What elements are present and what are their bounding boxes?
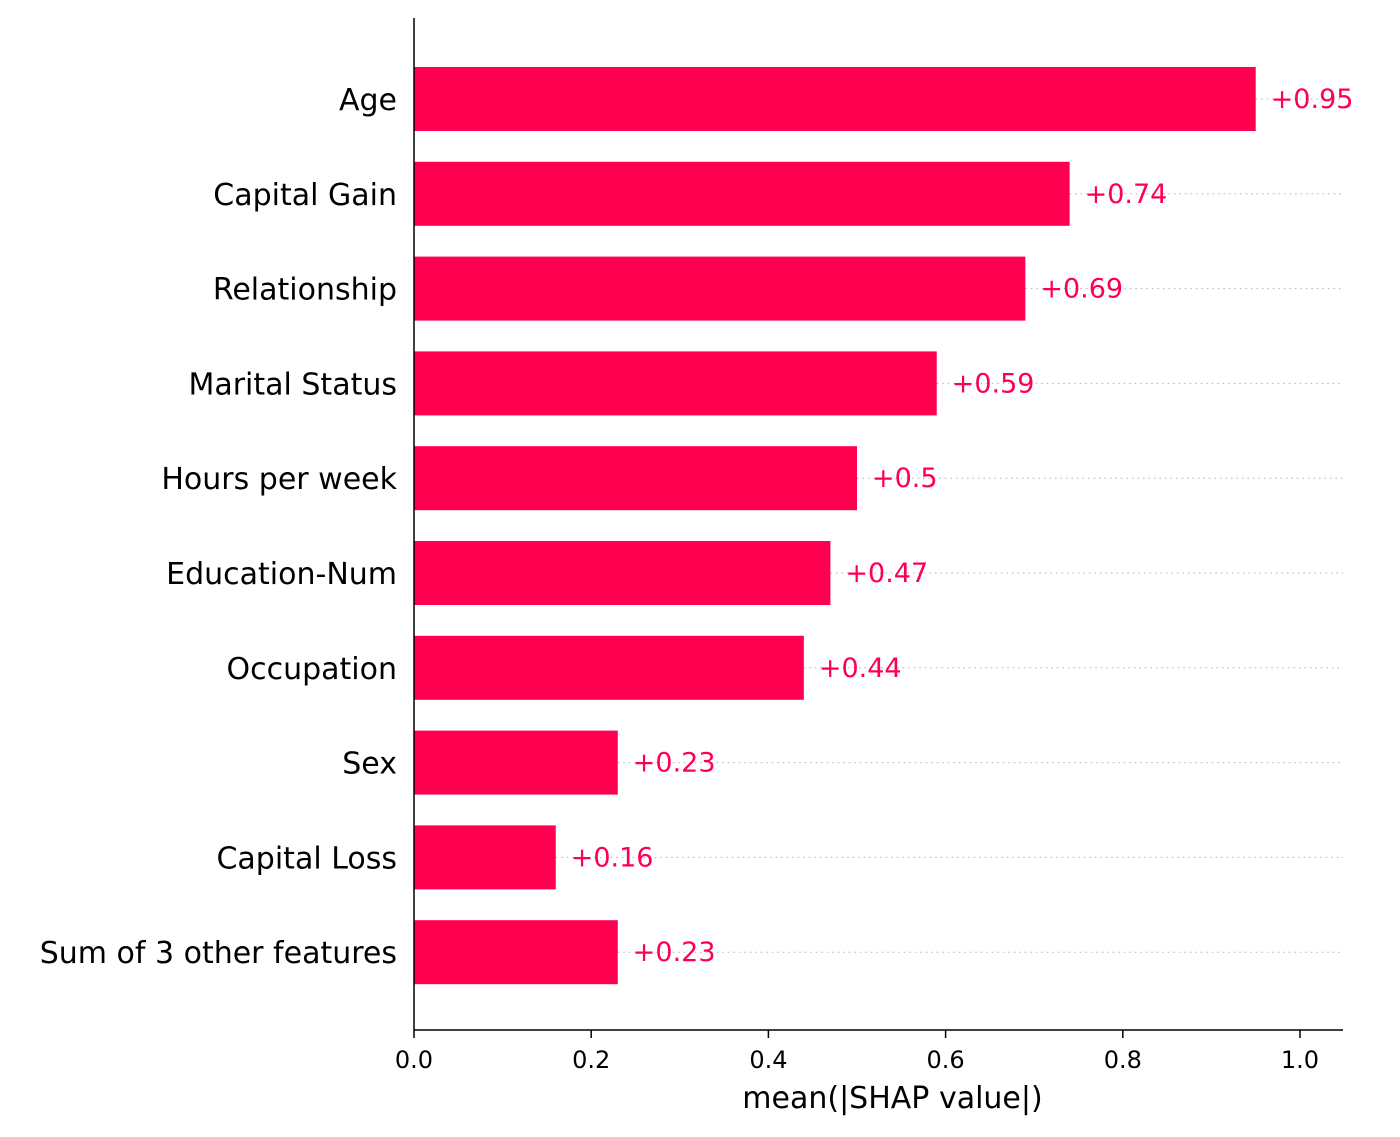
category-label: Age (339, 83, 397, 118)
row-guides (555, 98, 1343, 953)
x-axis-ticks: 0.0 0.2 0.4 0.6 0.8 1.0 (395, 1030, 1319, 1074)
value-labels: +0.95 +0.74 +0.69 +0.59 +0.5 +0.47 +0.44 +0.23 +… (571, 84, 1354, 968)
category-labels: Age Capital Gain Relationship Marital Statu… (40, 83, 398, 971)
bar (414, 256, 1026, 321)
bar (414, 920, 618, 985)
x-tick-label: 1.0 (1281, 1046, 1319, 1074)
bar-value-label: +0.23 (633, 748, 716, 779)
category-label: Occupation (226, 652, 397, 687)
bar (414, 161, 1070, 226)
x-tick-label: 0.0 (395, 1046, 433, 1074)
bar-value-label: +0.69 (1040, 274, 1123, 305)
bar-value-label: +0.47 (845, 558, 928, 589)
bar-value-label: +0.74 (1085, 179, 1168, 210)
bars (414, 67, 1256, 985)
bar (414, 67, 1256, 131)
bar-value-label: +0.59 (952, 368, 1035, 399)
bar (414, 541, 831, 605)
x-tick-label: 0.6 (927, 1046, 965, 1074)
bar-value-label: +0.16 (571, 842, 654, 873)
category-label: Relationship (213, 273, 397, 308)
bar-value-label: +0.44 (819, 653, 902, 684)
bar (414, 635, 804, 700)
bar-value-label: +0.95 (1271, 84, 1354, 115)
x-tick-label: 0.4 (749, 1046, 787, 1074)
x-axis-label: mean(|SHAP value|) (742, 1081, 1042, 1116)
category-label: Capital Gain (213, 178, 397, 213)
category-label: Capital Loss (216, 841, 397, 876)
bar (414, 825, 556, 890)
bar-value-label: +0.23 (633, 937, 716, 968)
category-label: Education-Num (166, 557, 397, 592)
bar (414, 351, 937, 416)
x-tick-label: 0.2 (572, 1046, 610, 1074)
category-label: Sex (342, 747, 397, 782)
category-label: Hours per week (161, 462, 397, 497)
bar-value-label: +0.5 (872, 463, 938, 494)
bar (414, 730, 618, 795)
category-label: Sum of 3 other features (40, 936, 397, 971)
x-tick-label: 0.8 (1104, 1046, 1142, 1074)
bar (414, 446, 857, 511)
category-label: Marital Status (188, 367, 397, 402)
